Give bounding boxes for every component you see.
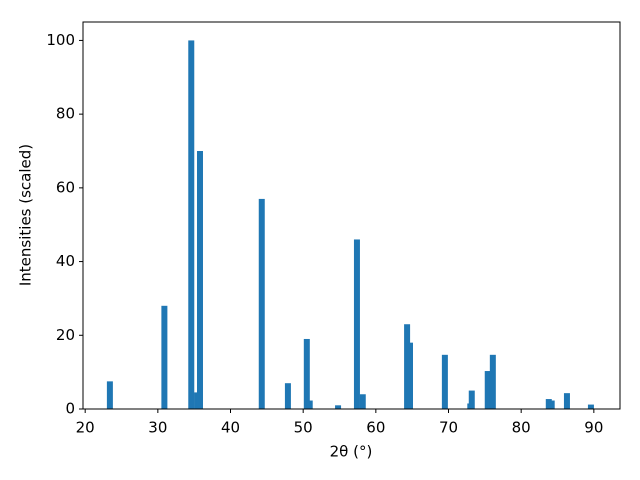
- bar: [587, 404, 594, 409]
- bar: [161, 305, 168, 409]
- x-tick-label: 30: [148, 419, 167, 437]
- x-axis-label: 2θ (°): [330, 443, 373, 461]
- bar: [106, 381, 113, 409]
- bar: [548, 400, 555, 409]
- y-tick-label: 0: [65, 400, 75, 418]
- bar: [353, 239, 360, 409]
- y-tick-label: 20: [56, 326, 75, 344]
- bar: [196, 151, 203, 409]
- bar: [306, 400, 313, 409]
- x-tick-label: 70: [439, 419, 458, 437]
- y-axis-label: Intensities (scaled): [17, 144, 35, 286]
- bar: [484, 371, 491, 409]
- bar: [284, 383, 291, 409]
- y-tick-label: 60: [56, 178, 75, 196]
- bar: [335, 405, 342, 409]
- bar: [359, 394, 366, 409]
- x-tick-label: 40: [221, 419, 240, 437]
- x-tick-label: 20: [76, 419, 95, 437]
- bar: [468, 390, 475, 409]
- bar: [489, 354, 496, 409]
- y-tick-label: 100: [46, 31, 75, 49]
- x-tick-label: 90: [584, 419, 603, 437]
- x-tick-label: 60: [366, 419, 385, 437]
- y-tick-label: 80: [56, 105, 75, 123]
- bar: [303, 338, 310, 409]
- bar: [406, 342, 413, 409]
- plot-frame: [82, 21, 621, 410]
- bar: [563, 393, 570, 409]
- bar: [258, 198, 265, 409]
- x-tick-label: 80: [512, 419, 531, 437]
- bar: [441, 354, 448, 409]
- bar: [188, 40, 195, 410]
- y-tick-label: 40: [56, 252, 75, 270]
- x-tick-label: 50: [294, 419, 313, 437]
